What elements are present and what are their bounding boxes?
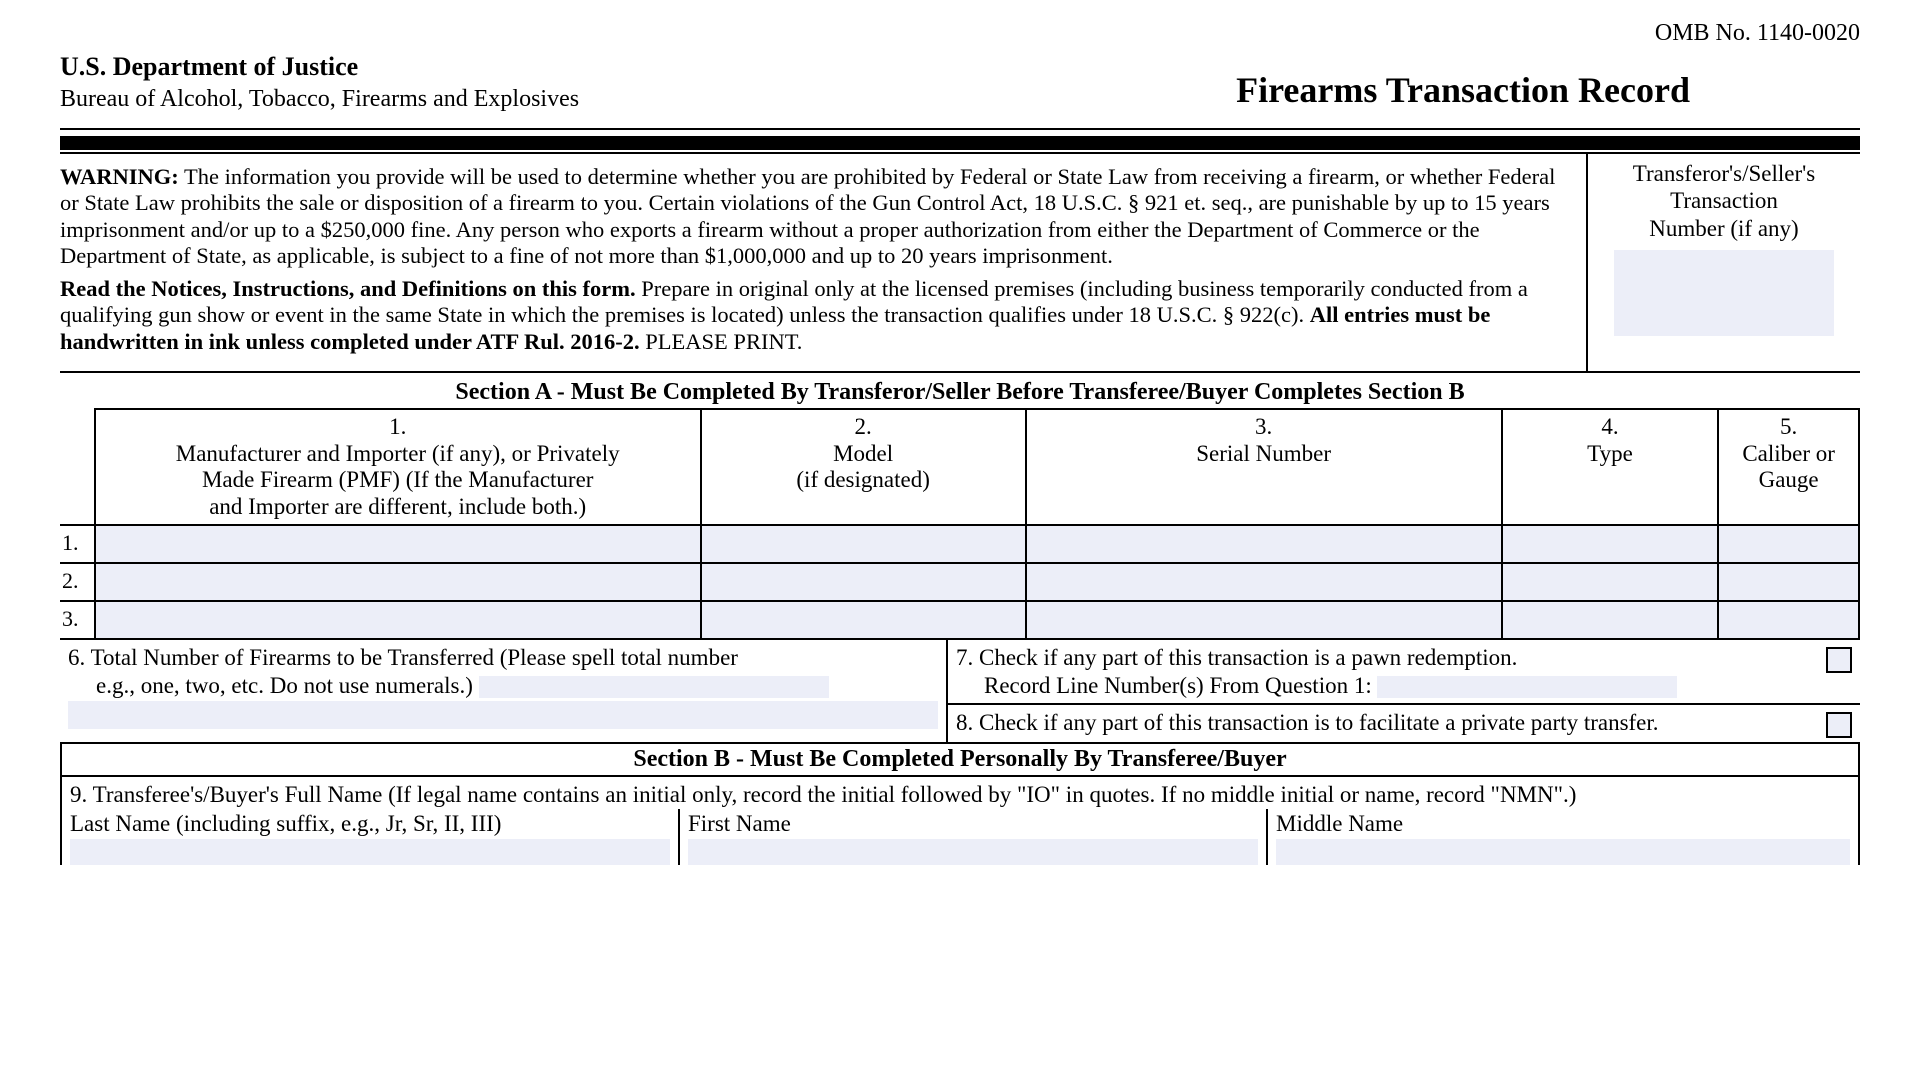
r2c4-input[interactable] — [1502, 563, 1718, 601]
col1-num: 1. — [389, 414, 406, 439]
r2c3-input[interactable] — [1026, 563, 1502, 601]
q7-text-l1: 7. Check if any part of this transaction… — [956, 645, 1517, 670]
r3c2-input[interactable] — [701, 601, 1026, 639]
q6-input-inline[interactable] — [479, 676, 829, 698]
q9-name-row: Last Name (including suffix, e.g., Jr, S… — [60, 809, 1860, 865]
col5-l2: Gauge — [1759, 467, 1819, 492]
warning-bold1: Read the Notices, Instructions, and Defi… — [60, 276, 636, 301]
table-row: 1. — [60, 525, 1859, 563]
warning-text: WARNING: The information you provide wil… — [60, 154, 1586, 372]
seller-transaction-input[interactable] — [1614, 250, 1834, 336]
col1-l2: Made Firearm (PMF) (If the Manufacturer — [202, 467, 594, 492]
col3-num: 3. — [1255, 414, 1272, 439]
table-row: 3. — [60, 601, 1859, 639]
col2-l1: Model — [833, 441, 893, 466]
seller-label-l1: Transferor's/Seller's — [1633, 161, 1815, 186]
omb-number: OMB No. 1140-0020 — [60, 20, 1860, 47]
header-left: U.S. Department of Justice Bureau of Alc… — [60, 51, 579, 114]
col1-l3: and Importer are different, include both… — [209, 494, 586, 519]
middle-name-input[interactable] — [1276, 839, 1850, 865]
bureau-name: Bureau of Alcohol, Tobacco, Firearms and… — [60, 84, 579, 114]
r1c3-input[interactable] — [1026, 525, 1502, 563]
dept-name: U.S. Department of Justice — [60, 51, 579, 84]
seller-label: Transferor's/Seller's Transaction Number… — [1633, 160, 1815, 243]
middle-name-label: Middle Name — [1276, 811, 1403, 836]
row-num-3: 3. — [60, 601, 95, 639]
seller-transaction-box: Transferor's/Seller's Transaction Number… — [1586, 154, 1860, 372]
r3c5-input[interactable] — [1718, 601, 1859, 639]
first-name-input[interactable] — [688, 839, 1258, 865]
last-name-label: Last Name (including suffix, e.g., Jr, S… — [70, 811, 501, 836]
q7-text-l2: Record Line Number(s) From Question 1: — [956, 673, 1372, 698]
q8-checkbox[interactable] — [1826, 712, 1852, 738]
q6-cell: 6. Total Number of Firearms to be Transf… — [60, 640, 947, 743]
form-page: OMB No. 1140-0020 U.S. Department of Jus… — [0, 0, 1920, 865]
q9-text: 9. Transferee's/Buyer's Full Name (If le… — [60, 777, 1860, 809]
r1c2-input[interactable] — [701, 525, 1026, 563]
r2c2-input[interactable] — [701, 563, 1026, 601]
col2-l2: (if designated) — [796, 467, 929, 492]
col1-l1: Manufacturer and Importer (if any), or P… — [176, 441, 620, 466]
r3c3-input[interactable] — [1026, 601, 1502, 639]
q7-line-input[interactable] — [1377, 676, 1677, 698]
q6-7-8-block: 6. Total Number of Firearms to be Transf… — [60, 640, 1860, 744]
q7-cell: 7. Check if any part of this transaction… — [947, 640, 1860, 704]
q6-input[interactable] — [68, 701, 938, 729]
r2c1-input[interactable] — [95, 563, 701, 601]
section-a-title: Section A - Must Be Completed By Transfe… — [60, 379, 1860, 406]
q6-text-l1: 6. Total Number of Firearms to be Transf… — [68, 645, 738, 670]
form-title: Firearms Transaction Record — [1236, 69, 1690, 111]
col5-l1: Caliber or — [1742, 441, 1835, 466]
q8-cell: 8. Check if any part of this transaction… — [947, 704, 1860, 743]
table-header-row: 1. Manufacturer and Importer (if any), o… — [60, 409, 1859, 525]
warning-block: WARNING: The information you provide wil… — [60, 152, 1860, 374]
col-2-header: 2. Model (if designated) — [701, 409, 1026, 525]
col5-num: 5. — [1780, 414, 1797, 439]
q6-text-l2: e.g., one, two, etc. Do not use numerals… — [68, 673, 473, 698]
rule-thin — [60, 128, 1860, 130]
middle-name-cell: Middle Name — [1266, 809, 1858, 865]
col-3-header: 3. Serial Number — [1026, 409, 1502, 525]
last-name-input[interactable] — [70, 839, 670, 865]
row-num-1: 1. — [60, 525, 95, 563]
last-name-cell: Last Name (including suffix, e.g., Jr, S… — [62, 809, 678, 865]
q8-text: 8. Check if any part of this transaction… — [956, 710, 1659, 735]
warning-tail: PLEASE PRINT. — [640, 329, 803, 354]
warning-label: WARNING: — [60, 164, 179, 189]
seller-label-l2: Transaction — [1670, 188, 1778, 213]
rule-thick — [60, 136, 1860, 150]
col-5-header: 5. Caliber or Gauge — [1718, 409, 1859, 525]
seller-label-l3: Number (if any) — [1649, 216, 1798, 241]
row-num-2: 2. — [60, 563, 95, 601]
first-name-label: First Name — [688, 811, 791, 836]
firearms-table: 1. Manufacturer and Importer (if any), o… — [60, 408, 1860, 640]
col-1-header: 1. Manufacturer and Importer (if any), o… — [95, 409, 701, 525]
r1c5-input[interactable] — [1718, 525, 1859, 563]
r2c5-input[interactable] — [1718, 563, 1859, 601]
col4-l1: Type — [1587, 441, 1633, 466]
warning-para1: The information you provide will be used… — [60, 164, 1555, 269]
first-name-cell: First Name — [678, 809, 1266, 865]
table-row: 2. — [60, 563, 1859, 601]
header: U.S. Department of Justice Bureau of Alc… — [60, 51, 1860, 114]
section-b-title: Section B - Must Be Completed Personally… — [60, 744, 1860, 777]
col-4-header: 4. Type — [1502, 409, 1718, 525]
r1c1-input[interactable] — [95, 525, 701, 563]
col3-l1: Serial Number — [1196, 441, 1331, 466]
r3c1-input[interactable] — [95, 601, 701, 639]
r1c4-input[interactable] — [1502, 525, 1718, 563]
q7-checkbox[interactable] — [1826, 647, 1852, 673]
col4-num: 4. — [1601, 414, 1618, 439]
r3c4-input[interactable] — [1502, 601, 1718, 639]
col2-num: 2. — [855, 414, 872, 439]
